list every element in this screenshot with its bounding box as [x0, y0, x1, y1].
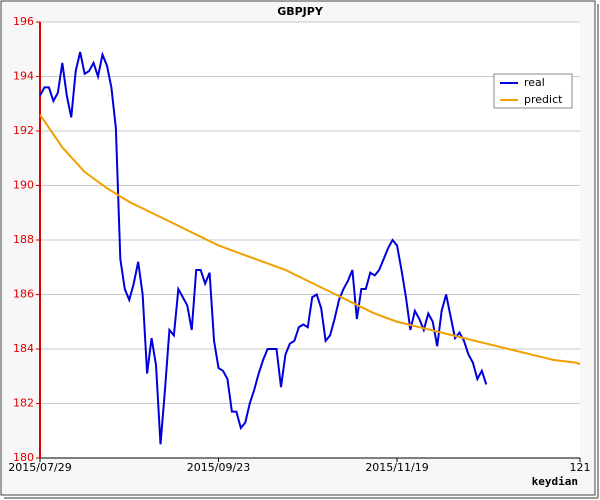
y-tick-label: 196 [13, 15, 34, 28]
y-tick-label: 186 [13, 288, 34, 301]
x-tick-label: 121 [570, 461, 591, 474]
y-tick-label: 194 [13, 70, 34, 83]
x-axis-label: keydian [532, 475, 578, 488]
legend: real predict [493, 73, 573, 109]
x-tick-label: 2015/11/19 [365, 461, 428, 474]
y-tick-label: 188 [13, 233, 34, 246]
legend-label: real [524, 76, 545, 89]
legend-label: predict [524, 93, 563, 106]
y-tick-label: 190 [13, 179, 34, 192]
series-line [39, 51, 488, 445]
legend-box [493, 73, 573, 109]
series-line [39, 114, 581, 365]
y-tick-label: 180 [13, 451, 34, 464]
frame-shadow [597, 4, 599, 498]
y-tick-label: 182 [13, 397, 34, 410]
x-tick-label: 2015/09/23 [187, 461, 250, 474]
chart-title: GBPJPY [277, 5, 324, 18]
x-tick-label: 2015/07/29 [8, 461, 71, 474]
frame-shadow [4, 497, 598, 499]
y-tick-label: 184 [13, 342, 34, 355]
y-tick-label: 192 [13, 124, 34, 137]
